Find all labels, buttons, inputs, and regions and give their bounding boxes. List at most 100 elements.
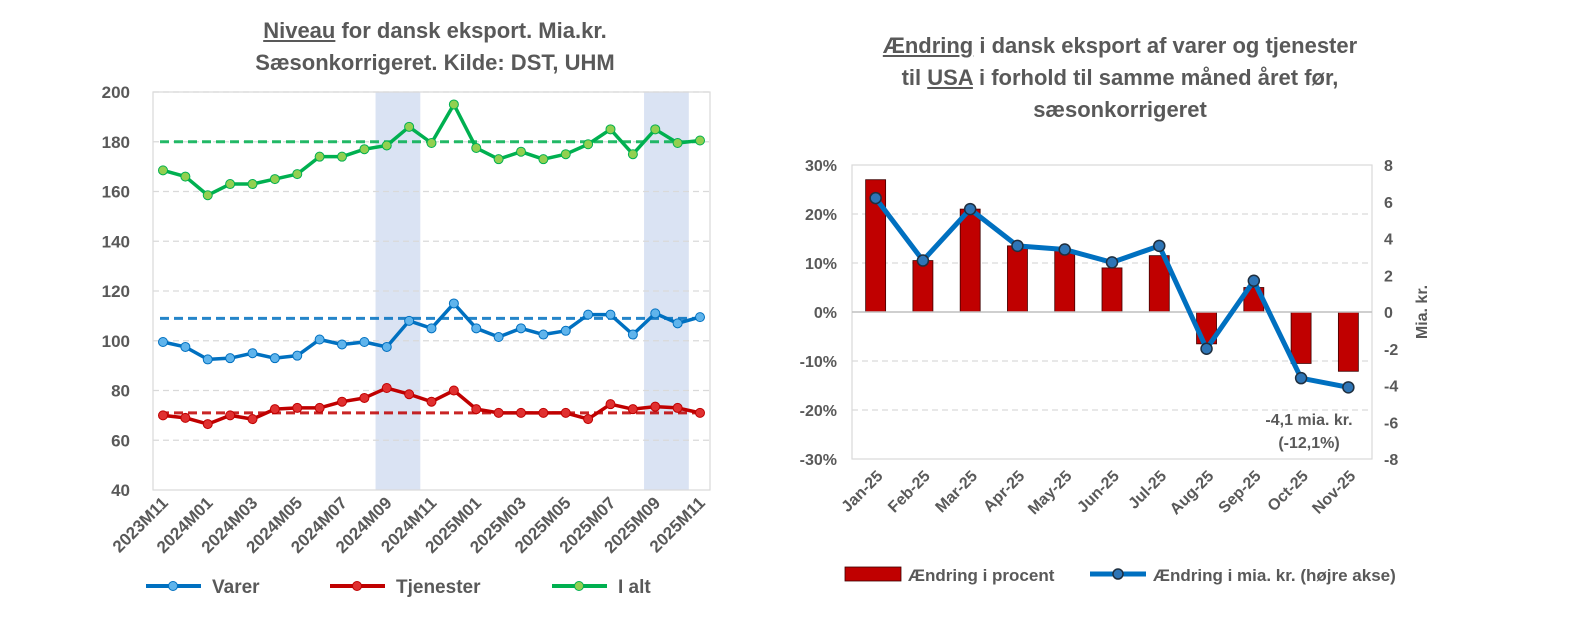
x-tick-label: Nov-25 — [1309, 468, 1359, 518]
legend-label-1: Tjenester — [396, 577, 481, 598]
chart1-title-line2: Sæsonkorrigeret. Kilde: DST, UHM — [255, 50, 615, 75]
data-point — [247, 179, 258, 190]
data-point — [404, 315, 415, 326]
legend-label-0: Varer — [212, 577, 260, 598]
bar — [1337, 311, 1359, 372]
y-tick-label: 200 — [102, 83, 130, 102]
chart2-title-rest: i dansk eksport af varer og tjenester — [973, 33, 1358, 58]
data-point — [650, 124, 661, 135]
data-point — [180, 412, 191, 423]
legend-label-line: Ændring i mia. kr. (højre akse) — [1153, 566, 1396, 585]
data-point — [202, 354, 213, 365]
data-point — [560, 325, 571, 336]
chart2-title: Ændring i dansk eksport af varer og tjen… — [840, 30, 1400, 126]
chart2-title-line2a: til — [901, 65, 928, 90]
data-point — [963, 202, 977, 216]
data-point — [538, 329, 549, 340]
data-point — [695, 135, 705, 146]
data-point — [314, 151, 325, 162]
chart2-title-line3: sæsonkorrigeret — [1033, 97, 1207, 122]
legend-marker-1 — [352, 581, 362, 591]
data-point — [426, 396, 437, 407]
data-point — [269, 174, 280, 185]
y-tick-label: 180 — [102, 133, 130, 152]
data-point — [583, 309, 594, 320]
data-point — [426, 323, 437, 334]
chart2-title-underlined-1: Ændring — [882, 33, 974, 58]
y-right-axis-label: Mia. kr. — [1414, 285, 1431, 339]
data-point — [538, 407, 549, 418]
data-point — [337, 151, 347, 162]
data-point — [225, 353, 236, 364]
bar — [1290, 311, 1312, 364]
x-tick-label: Feb-25 — [885, 468, 934, 517]
data-point — [337, 339, 347, 350]
data-point — [869, 191, 882, 205]
data-point — [359, 392, 370, 403]
legend-label-2: I alt — [618, 577, 651, 598]
data-point — [359, 336, 370, 347]
bar — [912, 260, 934, 313]
legend-label-bars: Ændring i procent — [908, 566, 1055, 585]
data-point — [627, 149, 638, 160]
data-point — [672, 137, 683, 148]
x-tick-label: May-25 — [1025, 468, 1075, 518]
x-tick-label: Jul-25 — [1125, 468, 1170, 513]
y-left-tick-label: 20% — [805, 207, 837, 224]
chart1-title-rest: for dansk eksport. Mia.kr. — [335, 18, 607, 43]
data-point — [158, 336, 168, 347]
y-left-tick-label: 10% — [805, 256, 837, 273]
data-point — [605, 399, 616, 410]
data-point — [180, 341, 191, 352]
y-right-tick-label: -8 — [1384, 452, 1398, 469]
x-tick-label: Aug-25 — [1167, 468, 1217, 518]
x-tick-label: Jun-25 — [1074, 468, 1123, 517]
data-point — [916, 254, 930, 267]
legend-marker-0 — [168, 581, 178, 591]
plot-frame — [152, 91, 711, 491]
data-point — [583, 139, 594, 150]
x-tick-label: Mar-25 — [933, 468, 982, 517]
data-point — [672, 402, 683, 413]
x-tick-label: Sep-25 — [1216, 468, 1265, 517]
x-tick-label: Apr-25 — [980, 468, 1028, 516]
data-point — [471, 404, 482, 415]
data-point — [158, 410, 168, 421]
data-point — [448, 385, 459, 396]
bar — [1007, 245, 1028, 313]
data-point — [672, 318, 683, 329]
y-left-tick-label: -10% — [800, 354, 837, 371]
data-point — [583, 414, 594, 425]
data-point — [448, 99, 459, 110]
legend-bar-swatch — [844, 566, 902, 582]
data-point — [695, 312, 705, 323]
x-tick-label: Jan-25 — [839, 468, 887, 516]
data-point — [292, 169, 303, 180]
y-right-tick-label: 2 — [1384, 268, 1393, 285]
data-point — [225, 410, 236, 421]
chart1-title: Niveau for dansk eksport. Mia.kr. Sæsonk… — [150, 15, 720, 79]
y-left-tick-label: -30% — [800, 452, 837, 469]
data-point — [337, 396, 347, 407]
data-point — [292, 402, 303, 413]
data-point — [1011, 239, 1024, 253]
data-point — [471, 323, 482, 334]
x-tick-label: Oct-25 — [1265, 468, 1312, 515]
y-left-tick-label: 0% — [814, 305, 837, 322]
y-right-tick-label: 8 — [1384, 158, 1393, 175]
data-point — [314, 402, 325, 413]
y-tick-label: 60 — [111, 431, 130, 450]
legend-marker-2 — [574, 581, 584, 591]
data-point — [269, 353, 280, 364]
data-point — [1105, 256, 1119, 269]
y-tick-label: 40 — [111, 481, 130, 500]
data-point — [1247, 274, 1261, 288]
data-point — [225, 179, 236, 190]
data-point — [202, 419, 213, 430]
data-point — [627, 329, 638, 340]
data-point — [292, 350, 303, 361]
bar — [1054, 250, 1076, 313]
annotation-line-2: (-12,1%) — [1278, 435, 1339, 452]
data-point — [381, 383, 392, 394]
data-point — [158, 165, 168, 176]
